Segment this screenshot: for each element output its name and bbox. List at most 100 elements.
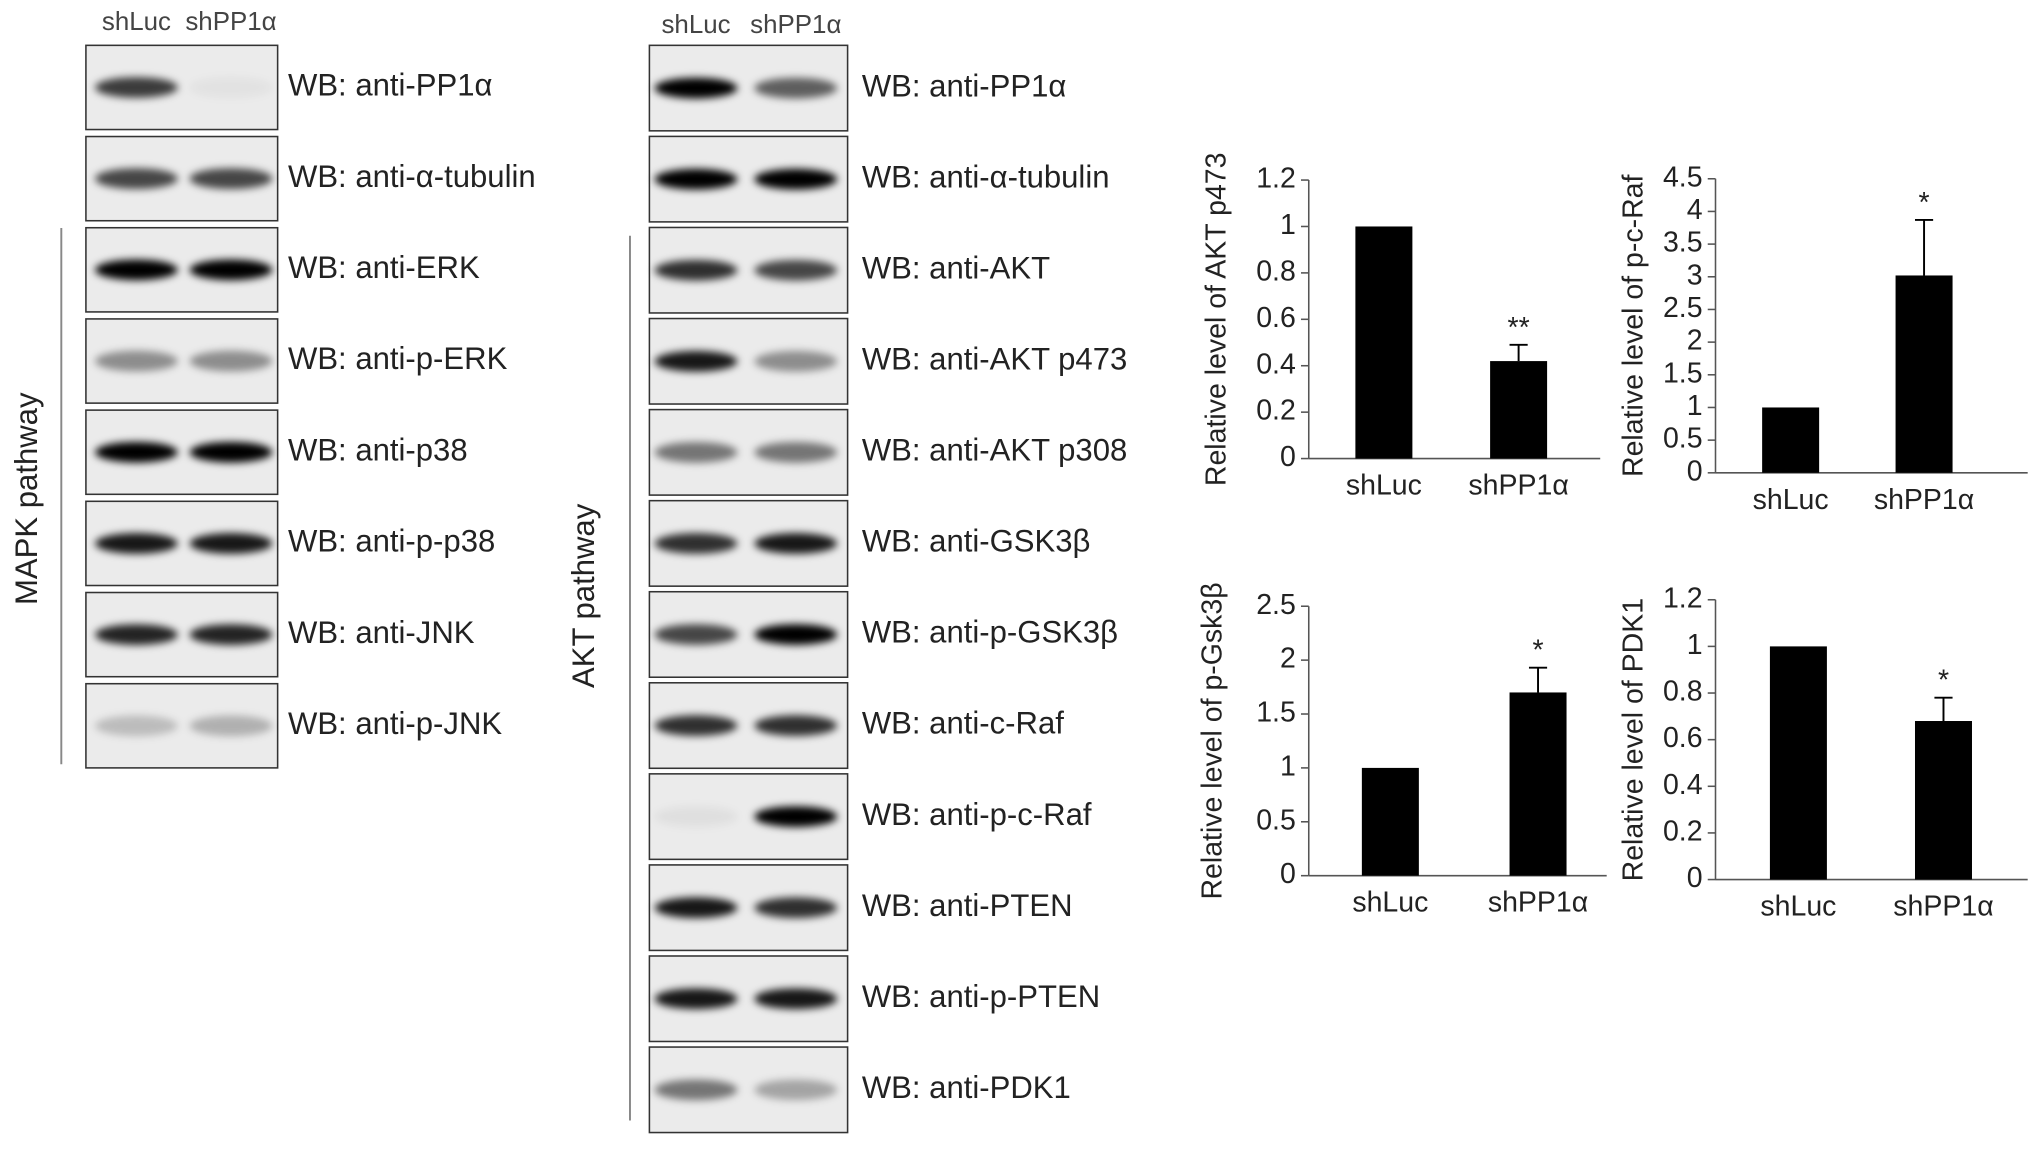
y-tick-label: 0 <box>1280 441 1296 473</box>
blot-label: WB: anti-p-PTEN <box>862 979 1100 1014</box>
blot-label: WB: anti-GSK3β <box>862 524 1091 559</box>
band <box>94 350 178 372</box>
band <box>754 441 838 463</box>
significance-mark: * <box>1938 665 1949 697</box>
band <box>189 168 273 189</box>
lane-label: shLuc <box>661 11 730 39</box>
blot-bands <box>654 806 838 827</box>
band <box>189 350 273 372</box>
y-tick-label: 4.5 <box>1663 161 1703 193</box>
blot-label: WB: anti-p-JNK <box>288 706 502 741</box>
y-tick-label: 1.5 <box>1256 697 1296 729</box>
y-tick-label: 1 <box>1687 390 1703 422</box>
y-tick-label: 0.4 <box>1663 769 1703 801</box>
y-tick-label: 4 <box>1687 194 1703 226</box>
pathway-label: AKT pathway <box>566 503 601 688</box>
blot-bands <box>94 715 273 737</box>
bar <box>1490 361 1548 459</box>
bar <box>1355 226 1413 459</box>
y-tick-label: 0.2 <box>1256 395 1296 427</box>
y-axis-label: Relative level of PDK1 <box>1618 598 1650 881</box>
blot-bands <box>654 715 838 736</box>
blot-bands <box>654 77 838 99</box>
pathway-label: MAPK pathway <box>9 392 44 605</box>
band <box>189 259 273 281</box>
y-tick-label: 0 <box>1687 862 1703 894</box>
band <box>654 168 738 190</box>
blot-bands <box>654 988 838 1010</box>
y-axis-label: Relative level of p-c-Raf <box>1618 175 1650 477</box>
y-tick-label: 1 <box>1687 629 1703 661</box>
bar <box>1895 275 1953 473</box>
blot-bands <box>94 168 273 189</box>
y-tick-label: 2.5 <box>1663 292 1703 324</box>
blot-label: WB: anti-ERK <box>288 250 480 285</box>
band <box>94 533 178 554</box>
bar <box>1361 767 1419 876</box>
blot-label: WB: anti-α-tubulin <box>862 159 1110 194</box>
band <box>654 77 738 99</box>
band <box>654 1079 738 1101</box>
y-tick-label: 2 <box>1280 643 1296 675</box>
band <box>754 168 838 190</box>
x-tick-label: shLuc <box>1753 484 1829 516</box>
significance-mark: * <box>1532 635 1543 667</box>
blot-bands <box>94 441 273 463</box>
band <box>654 897 738 919</box>
blot-bands <box>654 441 838 463</box>
y-tick-label: 0.4 <box>1256 348 1296 380</box>
x-tick-label: shLuc <box>1760 891 1836 923</box>
band <box>754 806 838 827</box>
x-tick-label: shPP1α <box>1488 887 1588 919</box>
band <box>754 624 838 645</box>
blot-label: WB: anti-p-p38 <box>288 524 495 559</box>
blot-label: WB: anti-PTEN <box>862 888 1073 923</box>
y-tick-label: 1.2 <box>1256 163 1296 195</box>
blot-bands <box>94 533 273 554</box>
y-tick-label: 1.2 <box>1663 582 1703 614</box>
lane-label: shPP1α <box>750 11 841 39</box>
x-tick-label: shPP1α <box>1874 484 1974 516</box>
bar <box>1762 407 1820 473</box>
blot-bands <box>654 350 838 372</box>
band <box>754 988 838 1010</box>
lane-label: shLuc <box>102 8 171 36</box>
y-tick-label: 0.6 <box>1663 722 1703 754</box>
band <box>94 77 178 98</box>
significance-mark: ** <box>1508 312 1530 344</box>
y-tick-label: 0.5 <box>1663 423 1703 455</box>
band <box>94 168 178 189</box>
blot-label: WB: anti-AKT <box>862 250 1050 285</box>
bar <box>1769 646 1827 880</box>
blot-label: WB: anti-PP1α <box>288 68 493 103</box>
band <box>189 533 273 554</box>
y-tick-label: 0.8 <box>1256 255 1296 287</box>
blot-bands <box>654 1079 838 1101</box>
y-tick-label: 2 <box>1687 325 1703 357</box>
blot-label: WB: anti-p-ERK <box>288 341 508 376</box>
blot-bands <box>94 624 273 645</box>
x-tick-label: shLuc <box>1352 887 1428 919</box>
band <box>654 715 738 736</box>
band <box>754 77 838 99</box>
bar <box>1914 721 1972 880</box>
band <box>654 259 738 281</box>
blot-bands <box>654 259 838 281</box>
blot-bands <box>654 168 838 190</box>
blot-label: WB: anti-p-GSK3β <box>862 615 1118 650</box>
band <box>189 715 273 737</box>
y-tick-label: 0 <box>1280 858 1296 890</box>
band <box>654 441 738 463</box>
blot-label: WB: anti-AKT p308 <box>862 433 1127 468</box>
x-tick-label: shPP1α <box>1893 891 1993 923</box>
blot-label: WB: anti-PP1α <box>862 68 1067 103</box>
blot-bands <box>94 350 273 372</box>
y-tick-label: 0.2 <box>1663 815 1703 847</box>
lane-label: shPP1α <box>185 8 276 36</box>
y-tick-label: 0 <box>1687 455 1703 487</box>
band <box>654 350 738 372</box>
band <box>189 77 273 98</box>
y-axis-label: Relative level of p-Gsk3β <box>1197 582 1229 899</box>
y-tick-label: 0.5 <box>1256 804 1296 836</box>
